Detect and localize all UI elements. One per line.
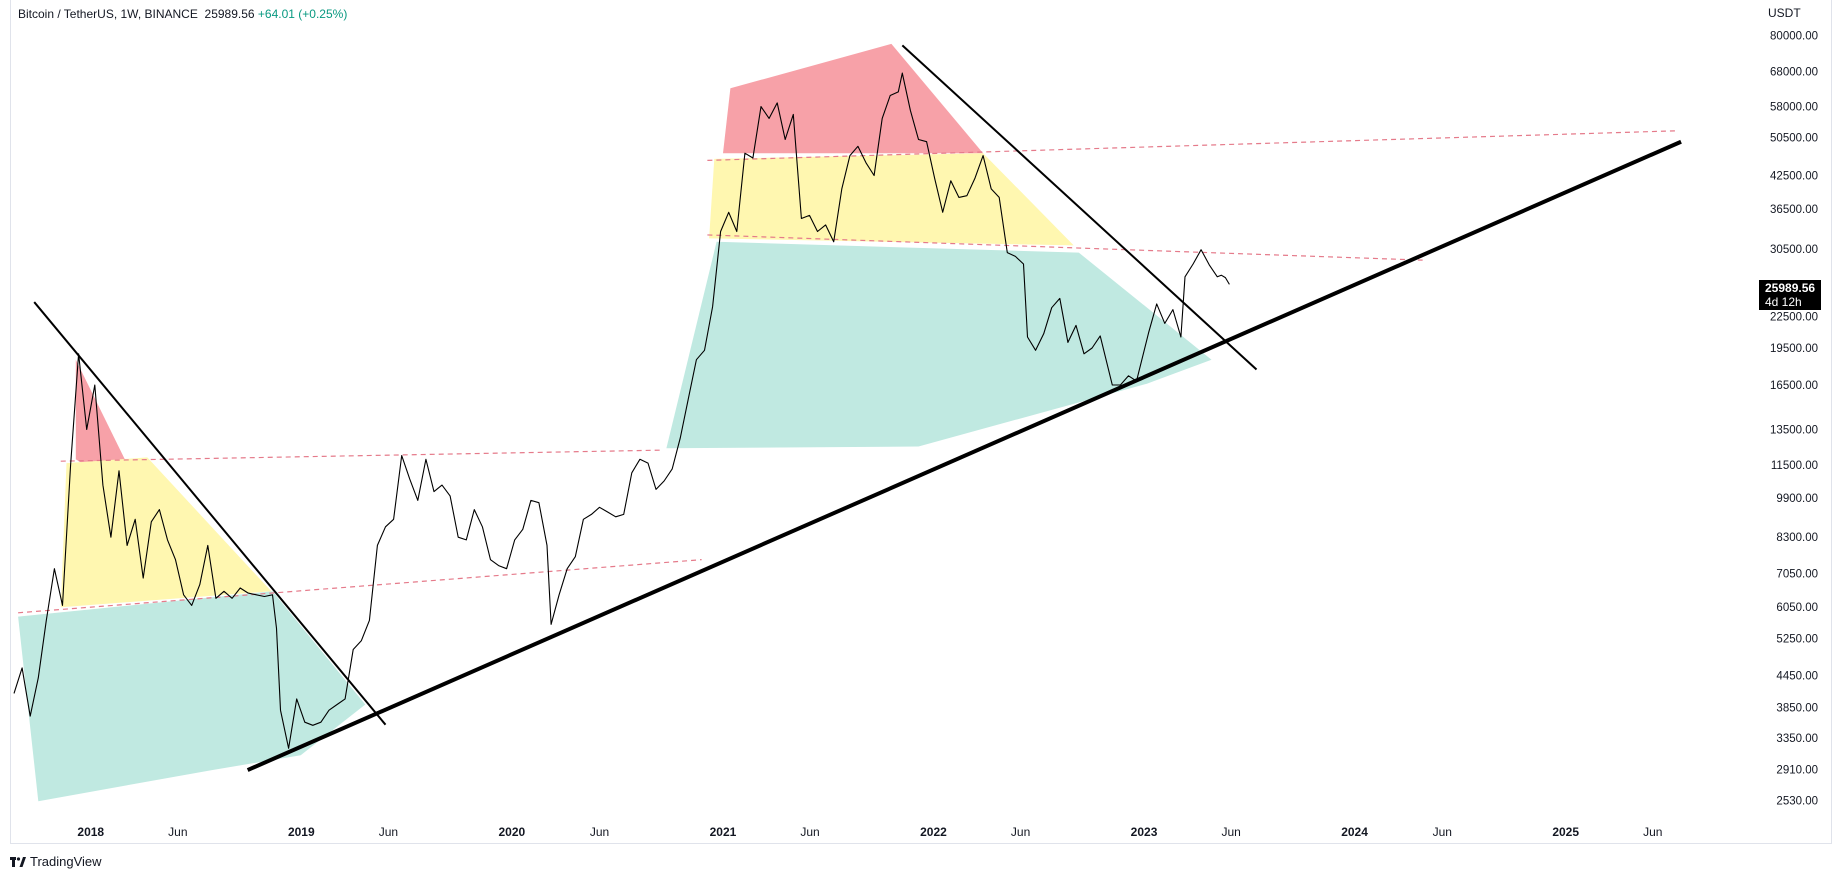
y-tick-label: 80000.00 [1770, 30, 1818, 42]
y-tick-label: 16500.00 [1770, 380, 1818, 392]
x-tick-label: 2025 [1552, 825, 1579, 839]
y-tick-label: 50500.00 [1770, 132, 1818, 144]
currency-label: USDT [1768, 6, 1801, 20]
y-tick-label: 8300.00 [1776, 532, 1818, 544]
symbol-legend[interactable]: Bitcoin / TetherUS, 1W, BINANCE 25989.56… [18, 7, 347, 21]
y-tick-label: 5250.00 [1776, 634, 1818, 646]
x-tick-label: Jun [1011, 825, 1030, 839]
x-tick-label: 2018 [77, 825, 104, 839]
symbol-name: Bitcoin / TetherUS, 1W, BINANCE [18, 7, 198, 21]
trend-line-0[interactable] [33, 301, 387, 726]
time-axis: 2018 Jun 2019 Jun 2020 Jun 2021 Jun 2022 Jun 2023 J… [77, 825, 1662, 839]
y-tick-label: 2910.00 [1776, 764, 1818, 776]
x-tick-label: 2022 [920, 825, 947, 839]
y-tick-label: 68000.00 [1770, 66, 1818, 78]
dashed-lines-layer [18, 130, 1676, 614]
price-change: +64.01 (+0.25%) [257, 7, 348, 21]
x-tick-label: Jun [379, 825, 398, 839]
y-tick-label: 19500.00 [1770, 343, 1818, 355]
y-tick-label: 6050.00 [1776, 602, 1818, 614]
brand-name: TradingView [30, 854, 102, 869]
zone-teal-2 [18, 591, 366, 802]
trend-line-2[interactable] [246, 139, 1682, 772]
y-tick-label: 42500.00 [1770, 171, 1818, 183]
zone-red-3 [723, 43, 984, 154]
y-tick-label: 22500.00 [1770, 311, 1818, 323]
dashed-level-line-2[interactable] [707, 234, 1423, 261]
y-tick-label: 36500.00 [1770, 204, 1818, 216]
x-tick-label: 2020 [498, 825, 525, 839]
tradingview-logo-icon [10, 856, 26, 867]
zone-yellow-4 [709, 153, 1074, 246]
x-tick-label: Jun [1221, 825, 1240, 839]
x-tick-label: Jun [800, 825, 819, 839]
y-tick-label: 3350.00 [1776, 733, 1818, 745]
x-tick-label: 2024 [1341, 825, 1368, 839]
y-tick-label: 7050.00 [1776, 568, 1818, 580]
y-tick-label: 3850.00 [1776, 702, 1818, 714]
x-tick-label: 2023 [1131, 825, 1158, 839]
chart-frame [10, 0, 1832, 844]
x-tick-label: Jun [590, 825, 609, 839]
price-axis: 80000.00 68000.00 58000.00 50500.00 42500.00… [1770, 30, 1818, 807]
x-tick-label: 2019 [288, 825, 315, 839]
price-line-series-0[interactable] [13, 72, 1230, 749]
zone-teal-5 [666, 241, 1212, 449]
trend-line-1[interactable] [901, 44, 1258, 371]
bar-countdown: 4d 12h [1765, 295, 1802, 309]
zones-layer [18, 43, 1212, 802]
y-tick-label: 58000.00 [1770, 102, 1818, 114]
y-tick-label: 11500.00 [1771, 460, 1818, 472]
footer-brand[interactable]: TradingView [10, 854, 102, 869]
y-tick-label: 4450.00 [1776, 670, 1818, 682]
x-tick-label: Jun [1643, 825, 1662, 839]
y-tick-label: 2530.00 [1776, 795, 1818, 807]
last-price: 25989.56 [204, 7, 255, 21]
price-tag-value: 25989.56 [1765, 281, 1816, 295]
price-series-layer [13, 72, 1230, 749]
dashed-level-line-0[interactable] [18, 559, 702, 614]
x-tick-label: Jun [168, 825, 187, 839]
dashed-level-line-1[interactable] [60, 449, 664, 462]
zone-yellow-1 [60, 457, 272, 608]
y-tick-label: 13500.00 [1770, 424, 1818, 436]
trend-lines-layer [33, 44, 1682, 772]
y-tick-label: 9900.00 [1776, 493, 1818, 505]
last-price-tag: 25989.56 4d 12h [1759, 280, 1821, 310]
x-tick-label: Jun [1433, 825, 1452, 839]
x-tick-label: 2021 [710, 825, 737, 839]
y-tick-label: 30500.00 [1770, 244, 1818, 256]
